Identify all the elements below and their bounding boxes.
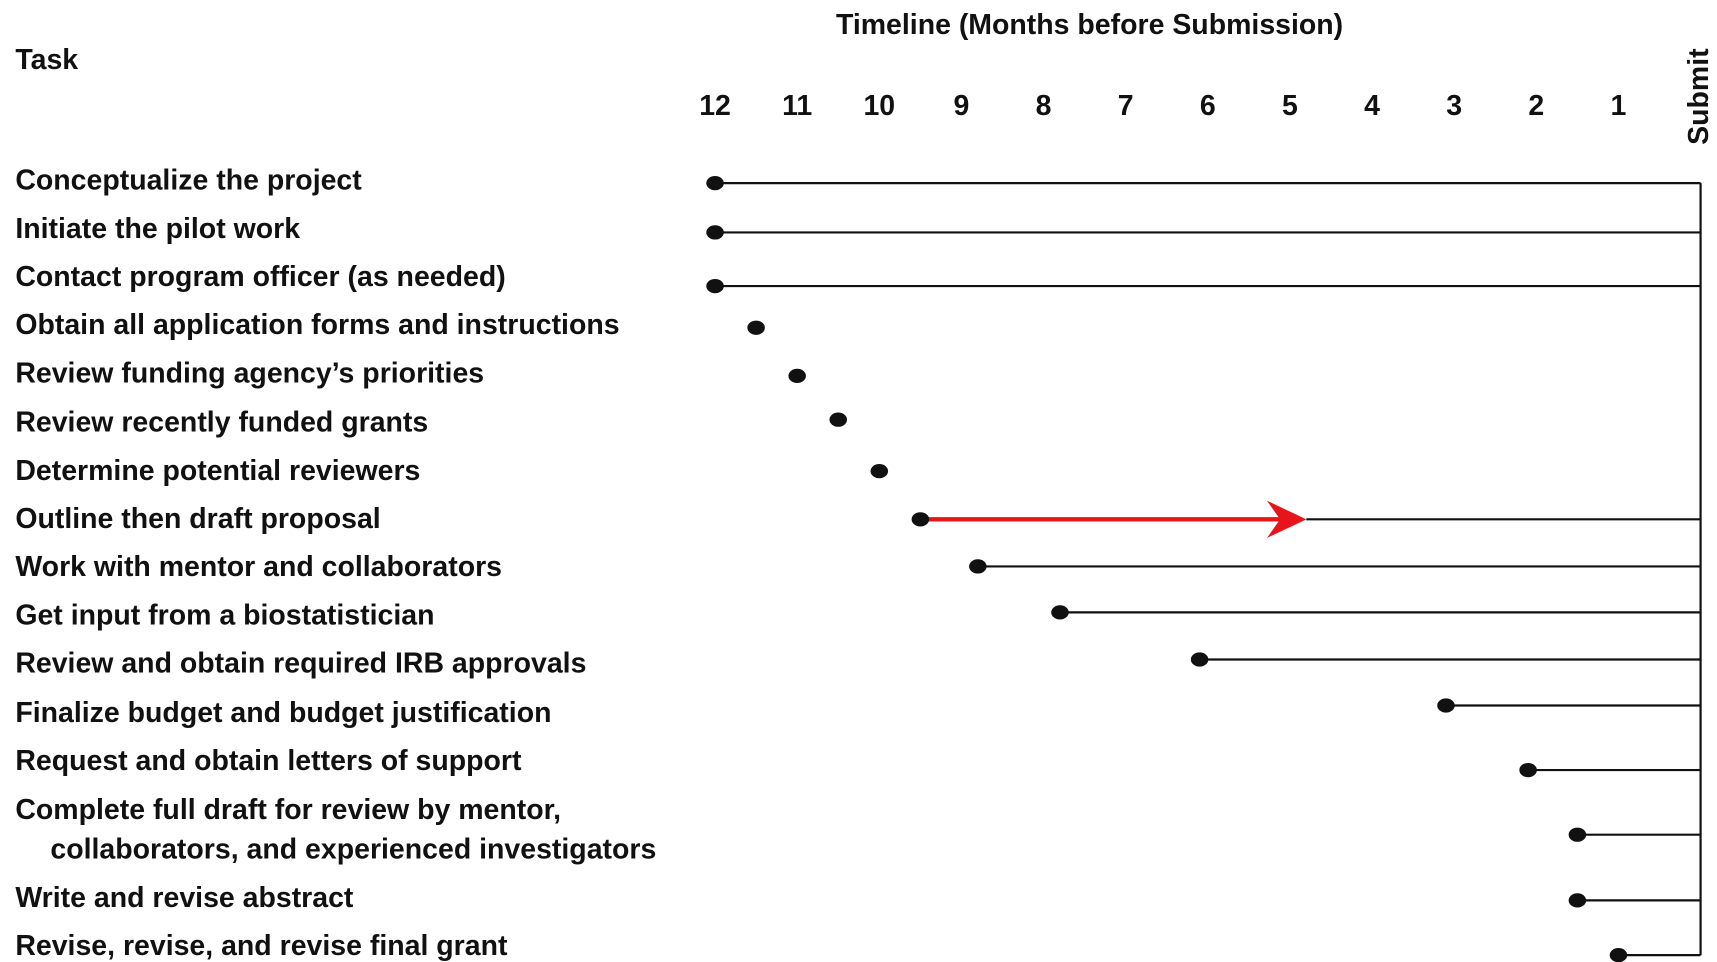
task-start <box>870 464 889 479</box>
task-start <box>747 320 765 335</box>
x-tick-label: 11 <box>782 90 812 122</box>
x-tick-label: 9 <box>954 90 970 122</box>
task-label: collaborators, and experienced investiga… <box>50 834 656 866</box>
arrow-head <box>1266 500 1307 538</box>
task-start <box>829 412 848 427</box>
x-tick-label: 2 <box>1528 90 1544 122</box>
task-label: Review and obtain required IRB approvals <box>15 647 586 679</box>
chart-title: Timeline (Months before Submission) <box>836 9 1343 41</box>
task-label: Write and revise abstract <box>15 882 354 914</box>
task-label: Outline then draft proposal <box>15 503 380 535</box>
x-tick-label: 7 <box>1118 90 1134 122</box>
task-start <box>911 512 930 527</box>
task-start <box>1568 827 1587 842</box>
task-label: Determine potential reviewers <box>15 455 420 487</box>
x-tick-label: 12 <box>699 90 731 122</box>
task-start <box>1568 893 1587 908</box>
category-header: Task <box>15 44 78 76</box>
task-start <box>706 176 724 191</box>
task-start <box>1519 762 1537 778</box>
task-label: Obtain all application forms and instruc… <box>15 309 619 341</box>
task-label: Contact program officer (as needed) <box>15 261 505 293</box>
x-tick-label: 1 <box>1611 90 1627 122</box>
x-tick-label: 8 <box>1036 90 1052 122</box>
x-tick-label: 10 <box>863 90 895 122</box>
task-start <box>1190 652 1209 667</box>
task-start <box>1051 605 1069 620</box>
task-start <box>706 278 724 294</box>
task-label: Conceptualize the project <box>15 165 362 197</box>
task-start <box>1437 698 1455 713</box>
task-start <box>1609 948 1628 962</box>
task-start <box>969 559 987 574</box>
task-label: Request and obtain letters of support <box>15 745 522 777</box>
task-label: Complete full draft for review by mentor… <box>15 794 561 826</box>
x-tick-label: Submit <box>1683 48 1715 145</box>
task-label: Get input from a biostatistician <box>15 599 434 631</box>
x-tick-label: 4 <box>1364 90 1380 122</box>
task-label: Work with mentor and collaborators <box>15 551 502 583</box>
task-label: Review funding agency’s priorities <box>15 357 484 389</box>
x-tick-label: 6 <box>1200 90 1216 122</box>
task-label: Revise, revise, and revise final grant <box>15 930 508 962</box>
task-start <box>706 225 724 240</box>
task-label: Finalize budget and budget justification <box>15 697 551 729</box>
x-tick-label: 3 <box>1446 90 1462 122</box>
task-start <box>788 368 806 383</box>
task-label: Initiate the pilot work <box>15 213 300 245</box>
x-tick-label: 5 <box>1282 90 1298 122</box>
task-label: Review recently funded grants <box>15 407 428 439</box>
